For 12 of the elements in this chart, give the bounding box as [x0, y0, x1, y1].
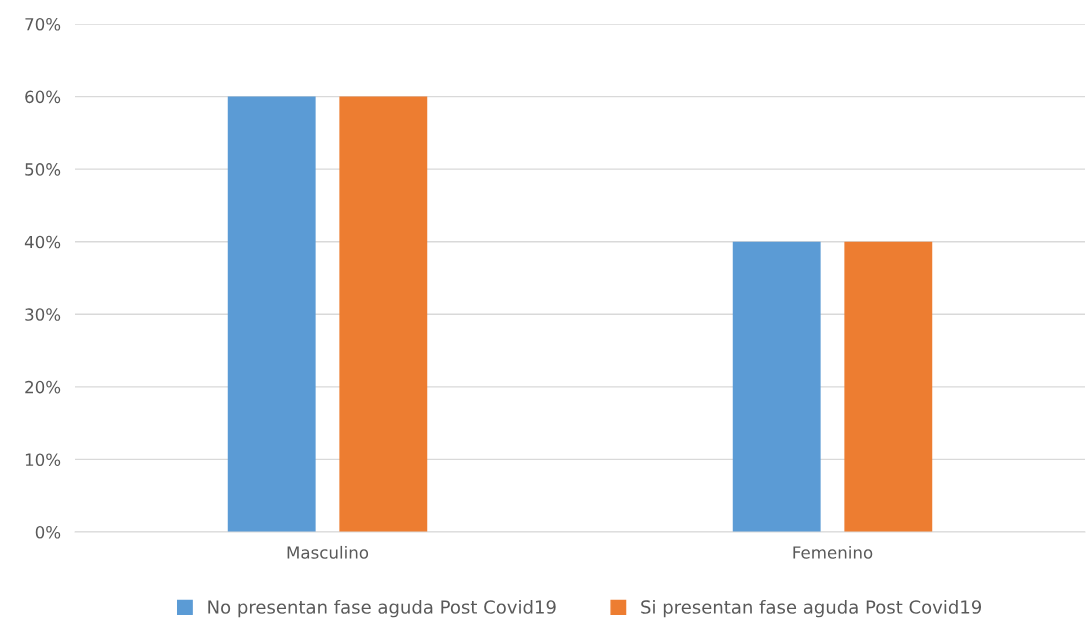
x-tick-label: Masculino	[287, 545, 369, 559]
y-tick-label: 30%	[25, 308, 61, 321]
y-tick-label: 50%	[25, 163, 61, 176]
x-tick-label: Femenino	[793, 545, 873, 559]
y-tick-label: 20%	[25, 380, 61, 394]
y-tick-label: 70%	[25, 17, 61, 31]
legend-label: Si presentan fase aguda Post Covid19	[641, 599, 982, 618]
y-tick-label: 60%	[25, 90, 61, 104]
y-tick-label: 40%	[24, 235, 61, 249]
y-tick-label: 0%	[35, 525, 61, 539]
legend-label: No presentan fase aguda Post Covid19	[208, 599, 556, 618]
y-tick-label: 10%	[25, 453, 61, 466]
